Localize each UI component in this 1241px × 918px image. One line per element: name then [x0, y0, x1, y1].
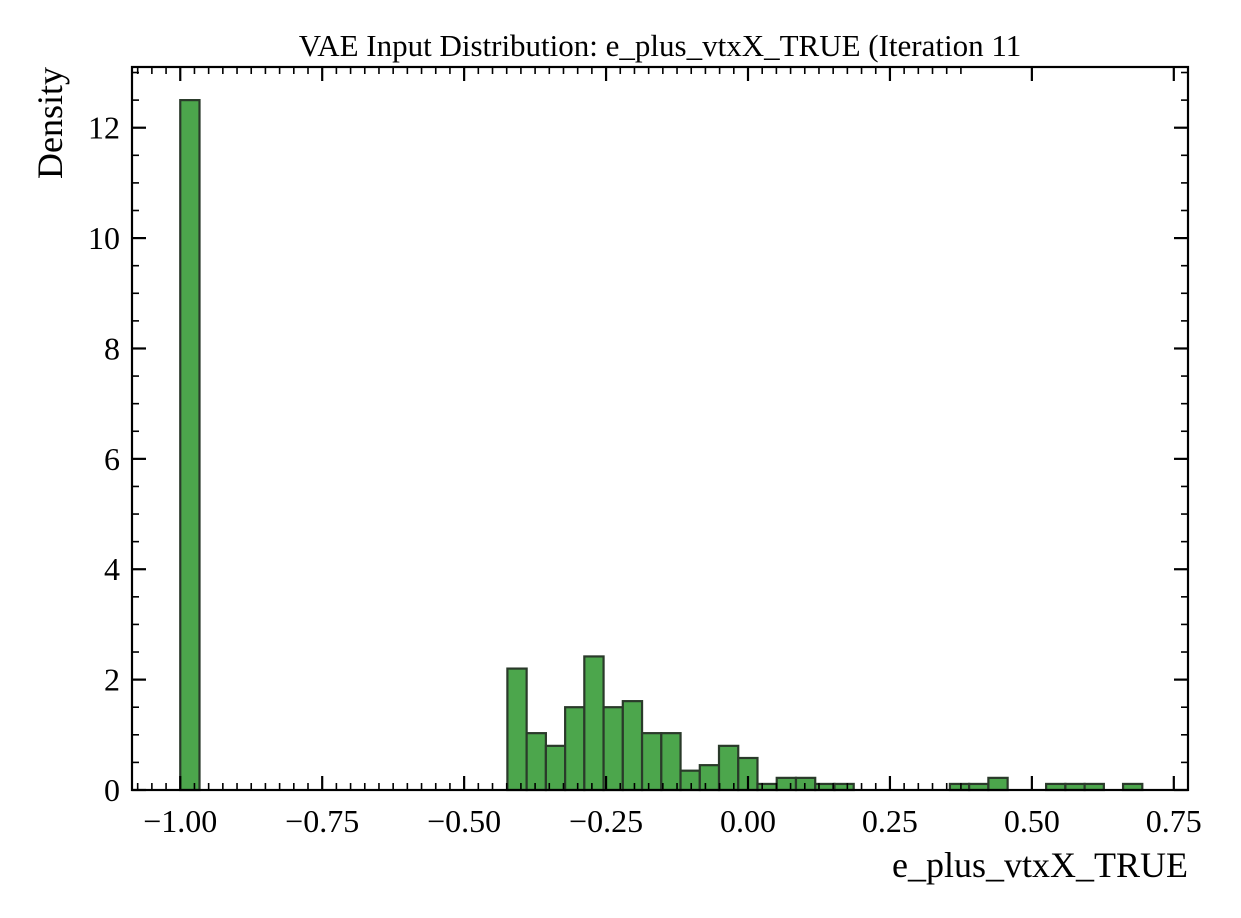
x-tick-label: −0.75 — [285, 803, 359, 839]
y-tick-label: 2 — [104, 662, 120, 698]
histogram-bar-5 — [583, 655, 605, 792]
histogram-bar-2 — [525, 732, 547, 792]
y-tick-label: 12 — [88, 110, 120, 146]
y-tick-label: 4 — [104, 551, 120, 587]
histogram-bar-16 — [794, 776, 817, 792]
histogram-bar-21 — [987, 776, 1009, 792]
x-tick-label: 0.75 — [1146, 803, 1202, 839]
plot-frame — [130, 65, 1190, 792]
histogram-bar-10 — [679, 769, 701, 792]
histogram-bar-8 — [640, 732, 663, 792]
histogram-bar-15 — [775, 776, 798, 792]
y-tick-label: 10 — [88, 220, 120, 256]
x-tick-label: 0.50 — [1004, 803, 1060, 839]
histogram-bar-4 — [564, 706, 586, 792]
y-tick-label: 0 — [104, 772, 120, 808]
x-tick-label: 0.25 — [862, 803, 918, 839]
y-tick-label: 6 — [104, 441, 120, 477]
histogram-bar-11 — [698, 764, 721, 792]
histogram-bar-12 — [717, 744, 740, 792]
ticks-group: −1.00 −0.75 −0.50 −0.25 0.00 0.25 0.50 0.75 0 2 4 6… — [88, 67, 1202, 839]
x-tick-label: −0.25 — [569, 803, 643, 839]
chart-title: VAE Input Distribution: e_plus_vtxX_TRUE… — [299, 28, 1021, 63]
bars-group — [179, 99, 1144, 792]
y-axis-label: Density — [30, 67, 70, 179]
x-tick-label: 0.00 — [720, 803, 776, 839]
histogram-bar-9 — [660, 732, 682, 792]
histogram-bar-0 — [179, 99, 201, 792]
x-tick-label: −1.00 — [143, 803, 217, 839]
x-axis-label: e_plus_vtxX_TRUE — [892, 845, 1188, 885]
histogram-bar-1 — [506, 667, 528, 792]
histogram-bar-7 — [621, 700, 644, 792]
y-tick-label: 8 — [104, 330, 120, 366]
x-tick-label: −0.50 — [427, 803, 501, 839]
